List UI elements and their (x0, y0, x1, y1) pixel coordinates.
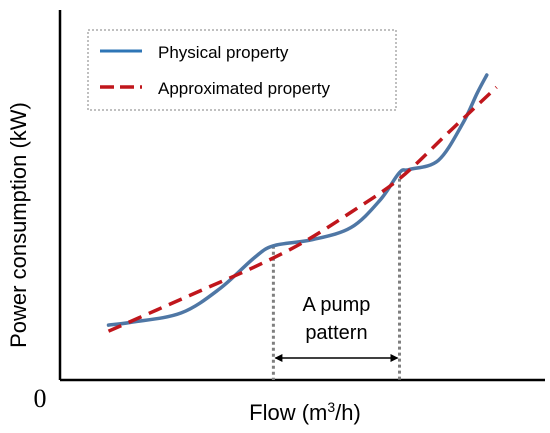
x-axis-label-tail: /h) (335, 400, 361, 425)
x-axis-label-sup: 3 (327, 399, 335, 415)
legend-label-physical: Physical property (158, 43, 289, 62)
legend: Physical property Approximated property (87, 29, 397, 111)
series-approximated-property (107, 85, 498, 333)
series-physical-property (106, 73, 489, 327)
origin-label: 0 (34, 384, 47, 413)
x-axis-label: Flow (m3/h) (249, 399, 361, 425)
annotation-text-line-2: pattern (305, 322, 367, 344)
x-axis-label-main: Flow (m (249, 400, 327, 425)
legend-box (87, 29, 397, 111)
y-axis-label: Power consumption (kW) (6, 102, 31, 348)
legend-label-approximated: Approximated property (158, 79, 330, 98)
annotation: A pump pattern (271, 172, 401, 380)
annotation-text-line-1: A pump (303, 294, 371, 316)
